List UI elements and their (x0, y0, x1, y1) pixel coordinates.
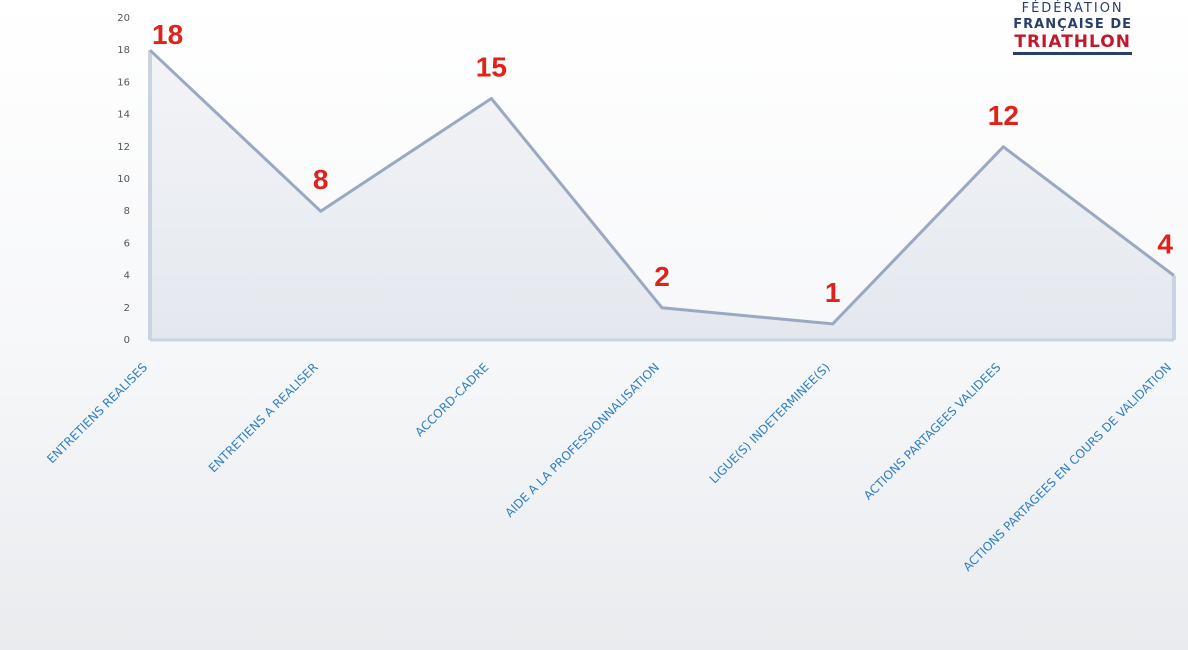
x-category-label: ACTIONS PARTAGEES EN COURS DE VALIDATION (960, 360, 1174, 574)
y-tick-label: 14 (117, 110, 130, 121)
logo-line-2: FRANÇAISE DE (1013, 17, 1132, 32)
y-tick-label: 6 (124, 238, 130, 249)
y-tick-label: 16 (117, 77, 130, 88)
x-category-label: ENTRETIENS REALISES (44, 360, 150, 466)
x-category-label: ACCORD-CADRE (412, 360, 491, 439)
y-tick-label: 10 (117, 174, 130, 185)
logo-line-3: TRIATHLON (1013, 34, 1132, 55)
y-tick-label: 18 (117, 45, 130, 56)
logo-line-1: FÉDÉRATION (1021, 1, 1124, 16)
area-fill (150, 50, 1174, 340)
y-tick-label: 0 (124, 335, 130, 346)
y-tick-label: 12 (117, 142, 130, 153)
x-category-label: ACTIONS PARTAGEES VALIDEES (861, 360, 1003, 502)
x-category-label: ENTRETIENS A REALISER (206, 360, 321, 475)
data-label: 18 (152, 19, 183, 50)
x-category-label: AIDE A LA PROFESSIONNALISATION (502, 360, 662, 520)
data-label: 1 (825, 277, 841, 308)
y-tick-label: 4 (124, 271, 130, 282)
x-category-label: LIGUE(S) INDETERMINEE(S) (707, 360, 833, 486)
ffti-logo: FÉDÉRATION FRANÇAISE DE TRIATHLON (1013, 2, 1132, 55)
data-label: 4 (1157, 229, 1173, 260)
data-label: 2 (654, 261, 670, 292)
data-label: 8 (313, 164, 329, 195)
y-tick-label: 2 (124, 303, 130, 314)
y-tick-label: 8 (124, 206, 130, 217)
data-label: 15 (476, 52, 507, 83)
data-label: 12 (988, 100, 1019, 131)
y-tick-label: 20 (117, 13, 130, 24)
series-line (148, 49, 1175, 326)
